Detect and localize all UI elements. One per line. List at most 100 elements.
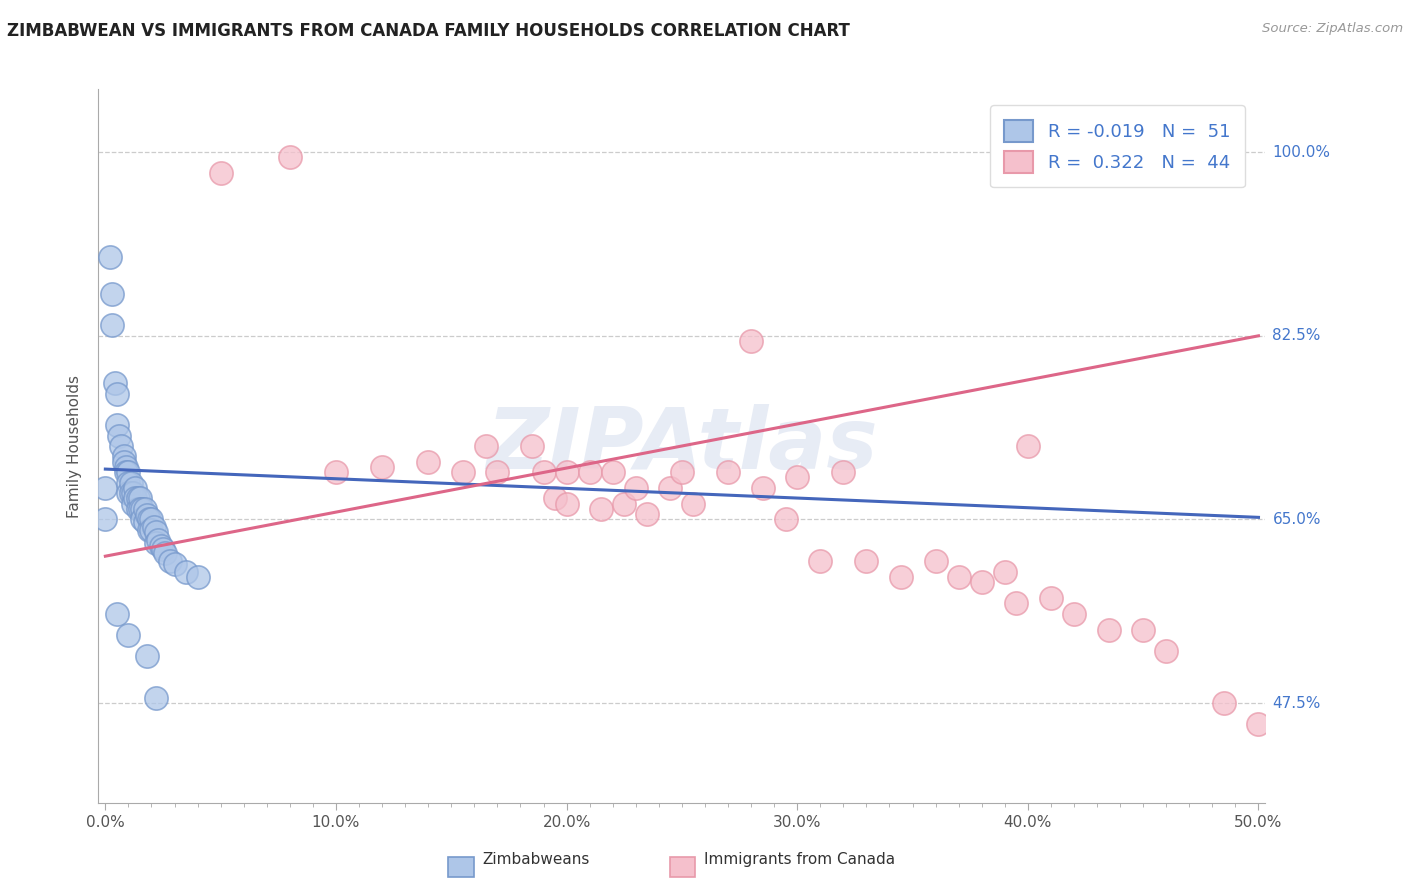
Text: 100.0%: 100.0% [1272, 145, 1330, 160]
Point [855, 554, 877, 568]
Point [138, 512, 160, 526]
Point [117, 628, 139, 642]
Point [994, 565, 1017, 579]
Point [108, 428, 131, 442]
Point [129, 491, 152, 506]
Point [141, 523, 163, 537]
Point [135, 648, 157, 663]
Point [209, 166, 232, 180]
Legend: R = -0.019   N =  51, R =  0.322   N =  44: R = -0.019 N = 51, R = 0.322 N = 44 [990, 105, 1244, 187]
Point [1212, 696, 1234, 710]
Point [1247, 717, 1270, 731]
Point [112, 455, 135, 469]
Point [717, 465, 740, 479]
Point [278, 150, 301, 164]
Point [127, 502, 149, 516]
Point [152, 541, 174, 556]
Point [105, 607, 128, 621]
Point [555, 497, 578, 511]
Text: ZIMBABWEAN VS IMMIGRANTS FROM CANADA FAMILY HOUSEHOLDS CORRELATION CHART: ZIMBABWEAN VS IMMIGRANTS FROM CANADA FAM… [7, 22, 849, 40]
Text: 47.5%: 47.5% [1272, 696, 1320, 711]
Point [110, 439, 132, 453]
Point [613, 497, 636, 511]
Point [145, 535, 167, 549]
Point [117, 475, 139, 490]
Point [105, 417, 128, 432]
Point [103, 376, 125, 390]
Point [1097, 623, 1119, 637]
Point [134, 502, 156, 516]
Point [970, 575, 993, 590]
Text: ZIPAtlas: ZIPAtlas [486, 404, 877, 488]
Point [890, 570, 912, 584]
Point [159, 554, 181, 568]
Point [682, 497, 704, 511]
Point [131, 502, 153, 516]
Text: 65.0%: 65.0% [1272, 512, 1320, 527]
Point [187, 570, 209, 584]
Point [135, 508, 157, 523]
Point [94, 512, 117, 526]
Point [325, 465, 347, 479]
Point [371, 460, 394, 475]
Point [174, 565, 197, 579]
Point [124, 491, 146, 506]
Point [94, 481, 117, 495]
Point [120, 475, 142, 490]
Point [138, 523, 160, 537]
Point [115, 465, 138, 479]
Point [486, 465, 509, 479]
Point [418, 455, 440, 469]
Point [148, 533, 170, 548]
Point [98, 250, 121, 264]
Point [808, 554, 831, 568]
Point [115, 460, 138, 475]
Text: Zimbabweans: Zimbabweans [482, 853, 589, 867]
Point [1063, 607, 1085, 621]
Point [117, 465, 139, 479]
Point [832, 465, 855, 479]
Point [751, 481, 773, 495]
Point [145, 524, 167, 539]
Point [1132, 623, 1154, 637]
Text: 82.5%: 82.5% [1272, 328, 1320, 343]
Point [131, 512, 153, 526]
Text: Source: ZipAtlas.com: Source: ZipAtlas.com [1263, 22, 1403, 36]
Point [659, 481, 682, 495]
Text: Immigrants from Canada: Immigrants from Canada [704, 853, 896, 867]
Point [1017, 439, 1039, 453]
Point [105, 386, 128, 401]
Point [591, 502, 613, 516]
Point [740, 334, 762, 348]
Point [671, 465, 693, 479]
Point [775, 512, 797, 526]
Point [127, 491, 149, 506]
Point [112, 450, 135, 464]
Y-axis label: Family Households: Family Households [67, 375, 83, 517]
Point [155, 546, 177, 560]
Point [786, 470, 808, 484]
Point [1005, 596, 1028, 610]
Point [101, 286, 124, 301]
Point [117, 486, 139, 500]
Point [602, 465, 624, 479]
Point [163, 557, 186, 571]
Point [120, 486, 142, 500]
Point [533, 465, 555, 479]
Point [145, 690, 167, 705]
Point [1039, 591, 1062, 606]
Point [544, 491, 567, 506]
Point [142, 520, 165, 534]
Point [451, 465, 474, 479]
Point [124, 481, 146, 495]
Point [636, 507, 658, 521]
Point [924, 554, 946, 568]
Point [134, 515, 156, 529]
Point [141, 512, 163, 526]
Point [578, 465, 600, 479]
Point [948, 570, 970, 584]
Point [122, 486, 145, 500]
Point [129, 502, 152, 516]
Point [624, 481, 647, 495]
Point [520, 439, 543, 453]
